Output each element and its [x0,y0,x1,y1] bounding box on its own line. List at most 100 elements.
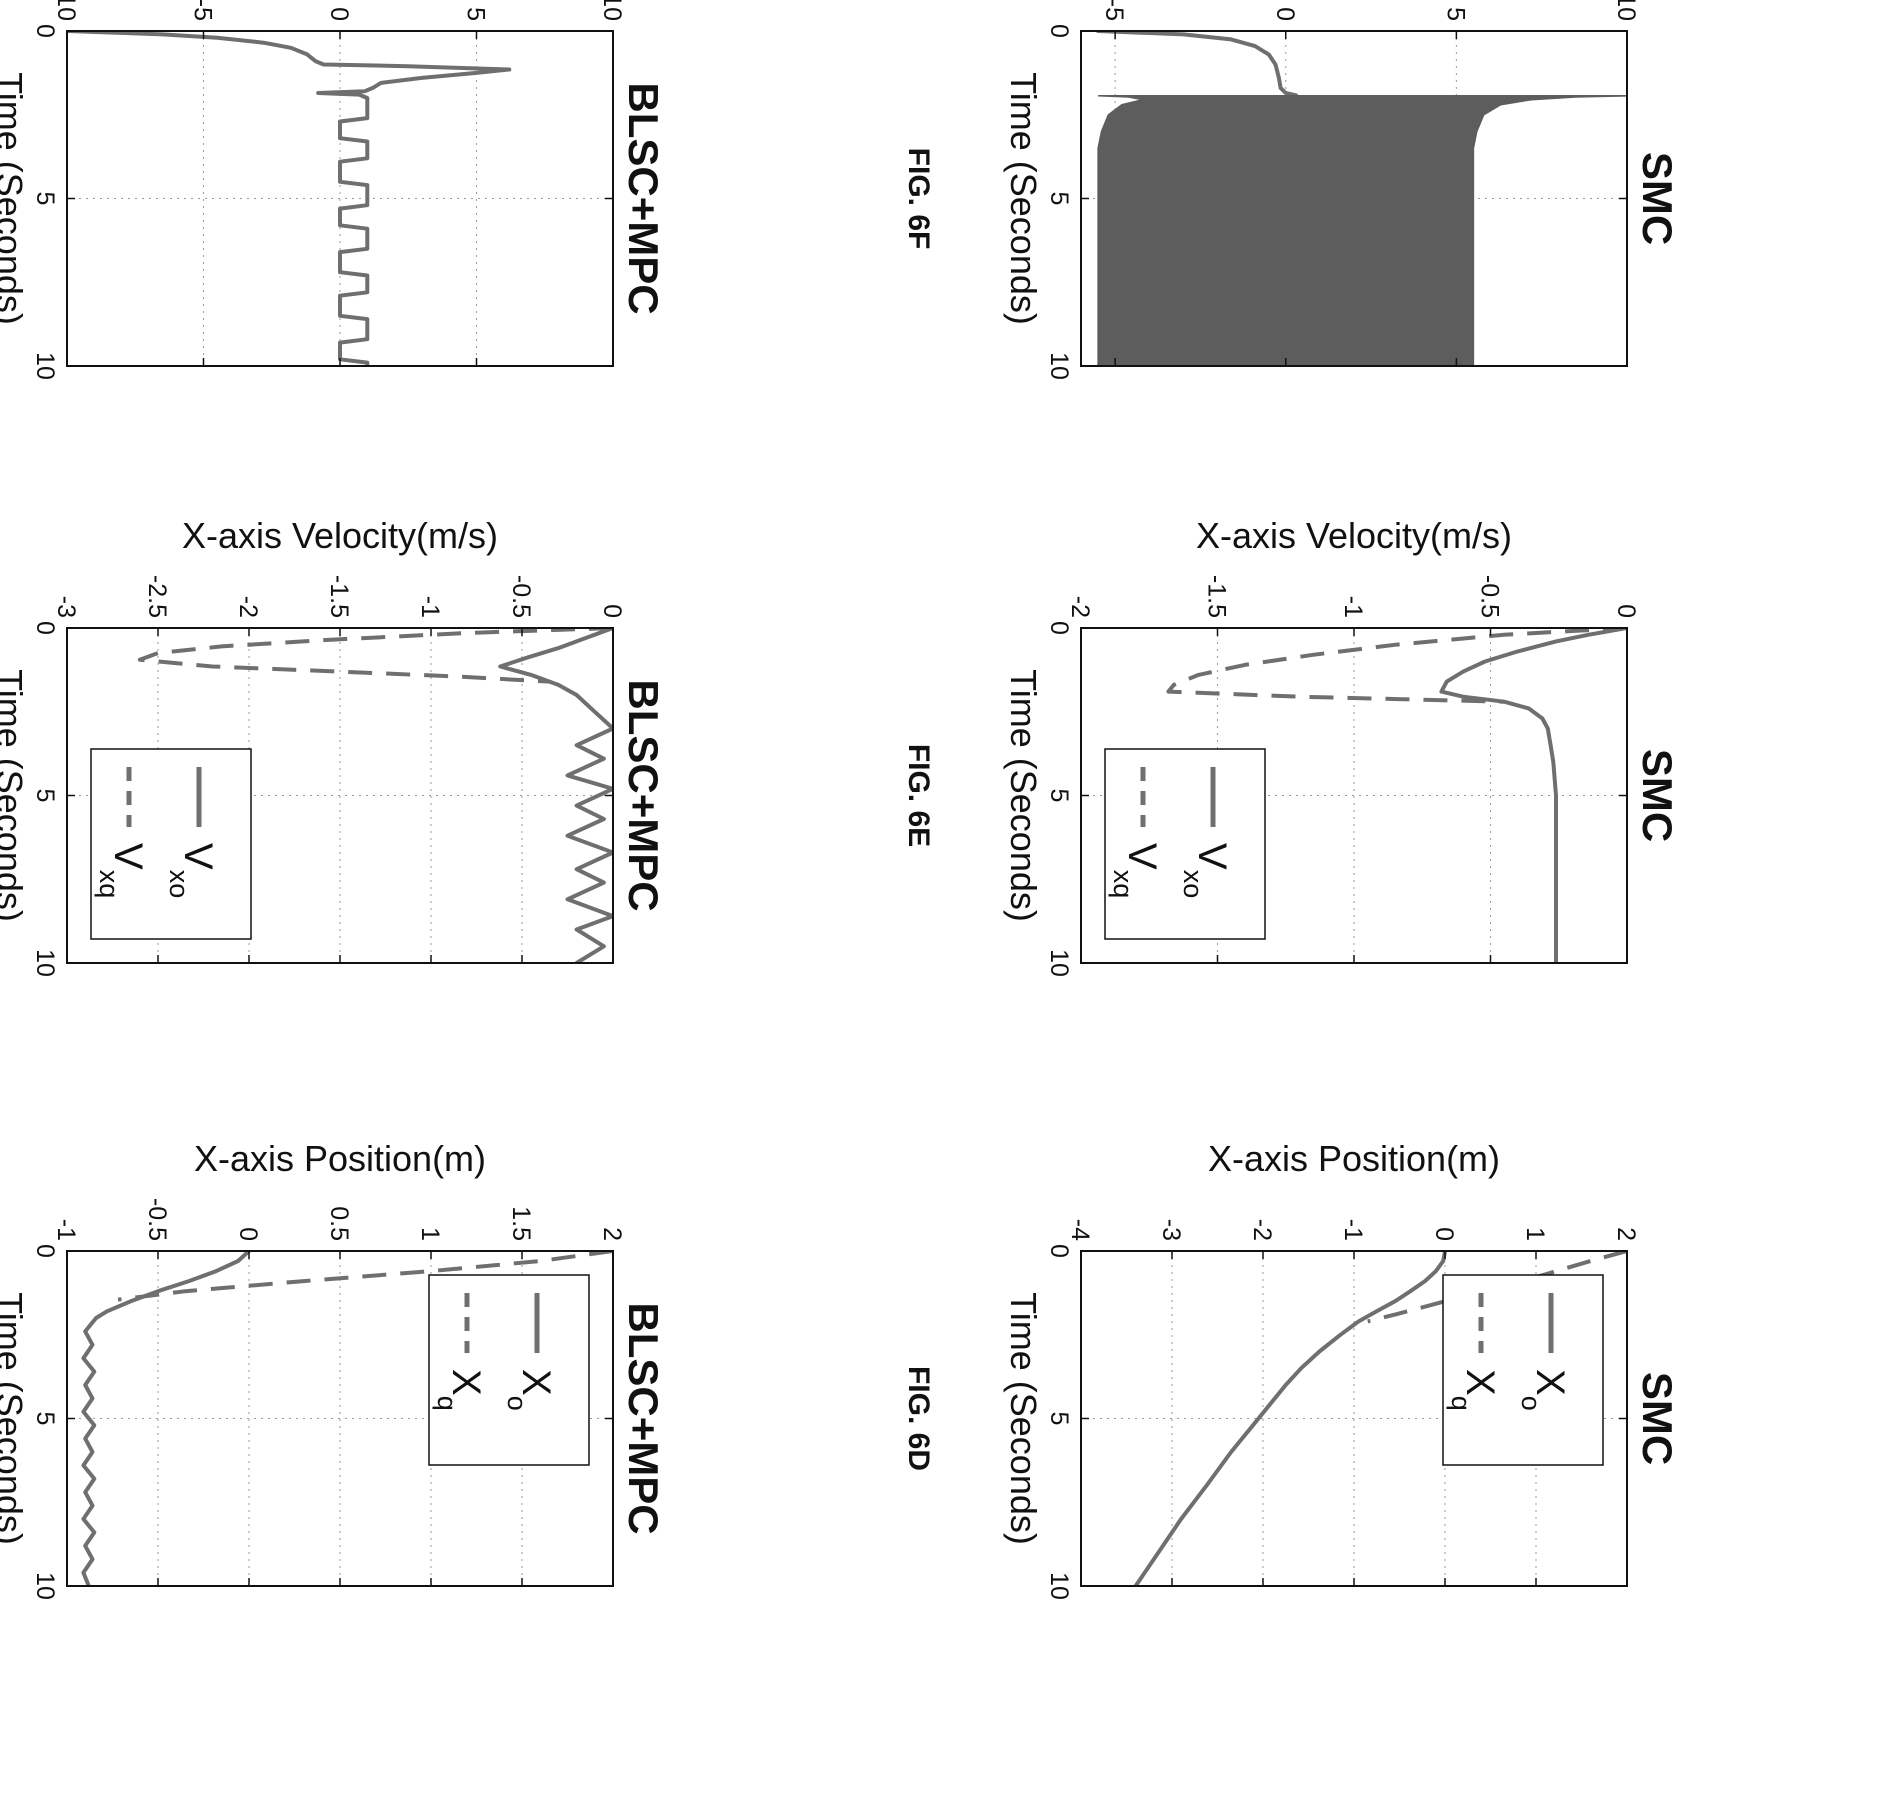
chart-title: BLSC+MPC [620,82,667,314]
x-tick-label: 5 [31,1412,59,1426]
figure-label: FIG. 6D [902,1366,935,1471]
series-group [1096,31,1627,366]
legend-label-sub: o [1516,1396,1546,1411]
legend-label-main: X [444,1369,488,1396]
y-tick-label: -1.5 [325,575,353,618]
y-axis-label-main: X-axis Position(m) [1208,1138,1500,1179]
series-line-0 [498,628,613,963]
legend-label-1: Xq [432,1369,488,1411]
y-tick-label: 0 [1271,7,1299,21]
y-tick-label: 5 [1441,7,1469,21]
x-tick-label: 0 [1045,621,1073,635]
x-axis-label: Time (Seconds) [0,72,30,325]
y-tick-label: 10 [1612,0,1640,21]
y-tick-label: 1 [416,1227,444,1241]
x-tick-label: 10 [1045,949,1073,977]
panel-6a: 0 5 10 -1 -0.5 0 0.5 1 1.5 2 BLSC+MPC Time (Seconds… [0,1138,667,1600]
y-tick-label: -5 [189,0,217,21]
x-tick-label: 5 [31,192,59,206]
y-tick-label: 0 [1430,1227,1458,1241]
x-axis-label: Time (Seconds) [1003,1292,1044,1545]
y-axis-label-main: X-axis Velocity(m/s) [182,515,498,556]
x-tick-label: 0 [31,621,59,635]
y-tick-label: -1 [416,596,444,618]
y-axis-label: X-axis Position(m) [194,1138,486,1179]
y-tick-label: 2 [598,1227,626,1241]
chattering-band [1097,94,1627,366]
legend-label-sub: q [1446,1396,1476,1411]
chart-title: BLSC+MPC [620,679,667,911]
y-axis-label: X-axis Position(m) [1208,1138,1500,1179]
x-tick-label: 0 [1045,1244,1073,1258]
y-tick-label: -0.5 [507,575,535,618]
series-line-0 [1096,31,1298,98]
legend-label-sub: q [432,1396,462,1411]
x-axis-label: Time (Seconds) [0,669,30,922]
series-line-1 [117,1251,613,1302]
legend-label-sub: xo [164,870,194,899]
y-tick-label: 0 [1612,604,1640,618]
legend-label-main: V [1120,843,1164,870]
series-line-0 [1133,1251,1447,1586]
legend-label-sub: xq [1108,870,1138,899]
series-group [137,628,613,963]
y-tick-label: 1 [1521,1227,1549,1241]
legend-label-main: V [106,843,150,870]
y-tick-label: -4 [1066,1219,1094,1241]
panel-6e: 0 5 10 -2 -1.5 -1 -0.5 0 SMC Time (Seconds) X-axis… [902,515,1681,977]
legend-label-main: V [176,843,220,870]
y-axis-label: X-axis Velocity(m/s) [182,515,498,556]
series-line-0 [67,31,512,366]
legend-label-0: Xo [1516,1369,1572,1411]
x-tick-label: 0 [31,24,59,38]
y-tick-label: 0.5 [325,1206,353,1241]
y-tick-label: -2 [1066,596,1094,618]
y-tick-label: -1.5 [1203,575,1231,618]
y-axis-label-main: X-axis Velocity(m/s) [1196,515,1512,556]
legend-label-sub: o [502,1396,532,1411]
legend-label-main: V [1190,843,1234,870]
y-tick-label: -2 [1248,1219,1276,1241]
x-tick-label: 5 [31,789,59,803]
y-tick-label: -3 [1157,1219,1185,1241]
y-axis-label-main: X-axis Position(m) [194,1138,486,1179]
panel-6d: 0 5 10 -4 -3 -2 -1 0 1 2 SMC Time (Seconds) X-axis P… [902,1138,1681,1600]
legend-label-sub: xq [94,870,124,899]
y-tick-label: -3 [52,596,80,618]
panel-6b: 0 5 10 -3 -2.5 -2 -1.5 -1 -0.5 0 BLSC+MPC Time (Sec… [0,515,667,977]
y-tick-label: 0 [234,1227,262,1241]
y-tick-label: -0.5 [143,1198,171,1241]
x-tick-label: 0 [1045,24,1073,38]
x-tick-label: 10 [31,352,59,380]
x-axis-label: Time (Seconds) [1003,669,1044,922]
y-tick-label: 5 [462,7,490,21]
x-tick-label: 10 [1045,352,1073,380]
figure-label: FIG. 6E [902,744,935,847]
y-tick-label: -5 [1100,0,1128,21]
chart-title: BLSC+MPC [620,1302,667,1534]
series-line-1 [137,628,613,684]
chart-title: SMC [1634,749,1681,842]
y-tick-label: 2 [1612,1227,1640,1241]
y-tick-label: -0.5 [1476,575,1504,618]
x-axis-label: Time (Seconds) [1003,72,1044,325]
legend-label-0: Xo [502,1369,558,1411]
legend-label-1: Xq [1446,1369,1502,1411]
x-tick-label: 10 [31,949,59,977]
series-line-0 [1439,628,1627,963]
legend-label-main: X [1528,1369,1572,1396]
x-tick-label: 10 [31,1572,59,1600]
y-tick-label: -2.5 [143,575,171,618]
x-tick-label: 5 [1045,789,1073,803]
y-tick-label: 0 [325,7,353,21]
y-tick-label: -1 [52,1219,80,1241]
x-tick-label: 10 [1045,1572,1073,1600]
y-tick-label: -1 [1339,1219,1367,1241]
figure-label: FIG. 6F [902,148,935,250]
